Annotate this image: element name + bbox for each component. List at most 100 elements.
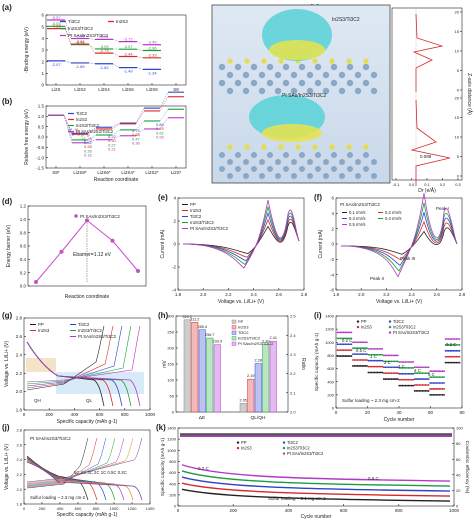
y-tick-label: 20	[455, 10, 460, 15]
bar-value: 2.28	[255, 359, 262, 363]
data-point	[435, 382, 437, 384]
x-tick-label: 600	[75, 506, 82, 511]
x-tick-label: S8	[173, 87, 179, 92]
legend-label: PP	[238, 319, 244, 324]
data-point	[388, 372, 390, 374]
data-point	[386, 372, 388, 374]
data-point	[442, 394, 444, 396]
y-tick-label: 1.0	[38, 114, 45, 119]
data-point	[403, 361, 405, 363]
legend-label: In2S3	[361, 325, 372, 330]
atom	[283, 64, 289, 70]
panel-letter: (k)	[156, 423, 166, 432]
data-point	[439, 376, 441, 378]
data-point	[423, 378, 425, 380]
data-point	[457, 356, 459, 358]
data-point	[435, 394, 437, 396]
y-axis-label: Current (mA)	[160, 229, 166, 258]
data-point	[431, 382, 433, 384]
data-point	[426, 390, 428, 392]
energy-value: -1.34	[147, 70, 157, 75]
connector	[160, 109, 168, 121]
data-point	[415, 378, 417, 380]
data-point	[445, 362, 447, 364]
data-point	[412, 373, 414, 375]
data-point	[380, 354, 382, 356]
atom	[312, 144, 317, 149]
data-point	[459, 344, 461, 346]
y-tick-label: 1.0	[20, 217, 27, 222]
peak-label: Peak II	[370, 276, 384, 281]
data-point	[346, 355, 348, 357]
y-tick-label: 2	[331, 226, 334, 231]
y-tick-label: 2.6	[16, 442, 22, 447]
atom	[261, 144, 266, 149]
data-point	[446, 362, 448, 364]
atom	[227, 58, 232, 63]
data-point	[389, 355, 391, 357]
data-point	[349, 355, 351, 357]
x-tick-label: 0.0	[409, 182, 415, 187]
data-point	[363, 341, 365, 343]
y-axis-label: Relative free energy (eV)	[24, 109, 30, 165]
legend-marker	[237, 447, 239, 449]
data-point	[411, 379, 413, 381]
data-point	[400, 361, 402, 363]
data-point	[455, 356, 457, 358]
data-point	[397, 378, 399, 380]
panel-letter: (b)	[2, 97, 13, 106]
data-point	[451, 350, 453, 352]
data-point	[366, 353, 368, 355]
data-point	[394, 378, 396, 380]
data-point	[371, 348, 373, 350]
data-point	[395, 372, 397, 374]
data-point	[423, 372, 425, 374]
atom	[275, 159, 281, 165]
y-tick-label: 200	[169, 492, 176, 497]
data-point	[434, 394, 436, 396]
y-tick-label: 6	[331, 196, 334, 201]
y-tick-label: 1	[41, 71, 44, 76]
isosurface-blob	[269, 40, 325, 60]
atom	[291, 159, 297, 165]
atom	[363, 152, 369, 158]
data-point	[352, 359, 354, 361]
atom	[299, 80, 305, 86]
data-point	[340, 355, 342, 357]
atom	[346, 58, 351, 63]
legend-label: In2S3/Ti3C2	[287, 446, 310, 451]
data-point	[343, 343, 345, 345]
legend-label: Pt SAs/In2S3/Ti3C2	[190, 226, 229, 231]
y-tick-label: 2.8	[16, 316, 23, 321]
legend-label: Pt SAs/In2S3/Ti3C2	[68, 33, 108, 38]
data-point	[355, 341, 357, 343]
data-point	[389, 372, 391, 374]
panel-letter: (e)	[158, 193, 168, 202]
data-point	[401, 373, 403, 375]
data-point	[391, 378, 393, 380]
data-point	[432, 388, 434, 390]
y-tick-label: -1.0	[36, 155, 44, 160]
cv-curve	[341, 222, 457, 260]
atom	[371, 72, 377, 78]
data-point	[408, 379, 410, 381]
x-tick-label: 600	[340, 508, 348, 513]
atom	[267, 80, 273, 86]
x-tick-label: 0	[177, 508, 180, 513]
atom	[275, 88, 281, 94]
data-point	[349, 332, 351, 334]
data-point	[378, 348, 380, 350]
data-point	[388, 378, 390, 380]
legend-label: Ti3C2	[287, 440, 298, 445]
data-point	[354, 359, 356, 361]
data-point	[422, 384, 424, 386]
atom	[315, 166, 321, 172]
x-tick-label: 2.4	[408, 292, 415, 297]
energy-value: -3.07	[123, 44, 133, 49]
data-point	[364, 359, 366, 361]
data-point	[337, 332, 339, 334]
x-tick-label: Li2S6*	[97, 170, 111, 175]
connector	[89, 39, 95, 40]
x-tick-label: S8*	[52, 170, 60, 175]
legend-label: In2S3/Ti3C2	[393, 325, 416, 330]
